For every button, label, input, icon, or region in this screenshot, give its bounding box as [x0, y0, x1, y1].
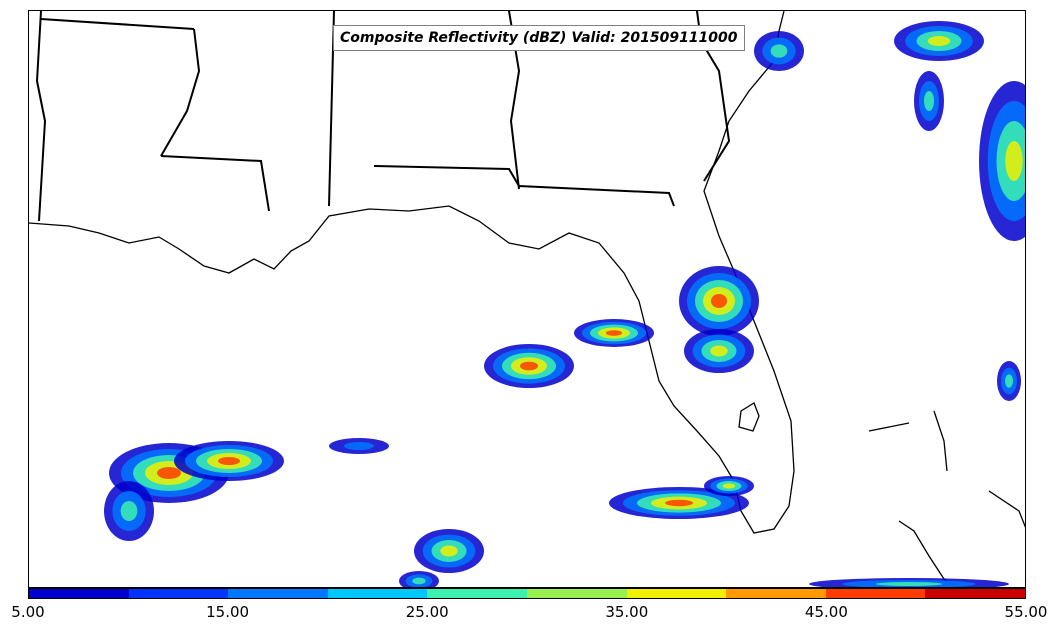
bahamas-coast	[868, 410, 948, 472]
echo-cell	[711, 294, 727, 308]
echo-cell	[1005, 141, 1023, 181]
lake-okeechobee	[738, 402, 760, 432]
colorbar-segment	[327, 589, 428, 598]
border-ms-river	[160, 28, 201, 157]
echo-cell	[440, 545, 458, 557]
reflectivity-map	[29, 11, 1025, 587]
cuba-coast	[898, 490, 1025, 587]
colorbar-segment	[726, 589, 826, 598]
border-la-west	[35, 11, 47, 222]
colorbar-tick-label: 5.00	[11, 603, 45, 621]
echo-cell	[344, 442, 374, 450]
echo-cell	[120, 501, 138, 521]
colorbar-segment	[228, 589, 328, 598]
echo-cell	[218, 457, 240, 465]
colorbar-tick-label: 15.00	[206, 603, 250, 621]
radar-echoes	[104, 21, 1025, 587]
echo-cell	[157, 467, 181, 479]
echo-cell	[927, 36, 951, 46]
echo-cell	[606, 330, 622, 336]
colorbar	[28, 588, 1026, 599]
echo-cell	[1005, 374, 1013, 388]
echo-cell	[520, 361, 538, 371]
colorbar-tick-label: 35.00	[605, 603, 649, 621]
map-panel: Composite Reflectivity (dBZ) Valid: 2015…	[28, 10, 1026, 588]
border-la-north	[40, 18, 195, 30]
echo-cell	[665, 499, 693, 507]
coastlines	[29, 11, 1025, 587]
colorbar-tick-label: 25.00	[405, 603, 449, 621]
echo-cell	[770, 44, 788, 58]
echo-cell	[710, 345, 728, 357]
colorbar-segment	[29, 589, 129, 598]
map-title: Composite Reflectivity (dBZ) Valid: 2015…	[333, 25, 745, 51]
echo-cell	[412, 577, 426, 585]
gulf-coastline	[29, 11, 795, 534]
colorbar-segment	[626, 589, 727, 598]
echo-cell	[722, 483, 736, 489]
colorbar-segment	[925, 589, 1025, 598]
colorbar-segment	[825, 589, 926, 598]
colorbar-segment	[427, 589, 527, 598]
border-ms-al	[160, 155, 270, 212]
colorbar-segment	[128, 589, 229, 598]
border-al-fl	[373, 165, 675, 207]
echo-cell	[924, 91, 934, 111]
colorbar-tick-label: 55.00	[1004, 603, 1048, 621]
colorbar-segment	[526, 589, 627, 598]
echo-cell	[875, 582, 943, 586]
colorbar-tick-label: 45.00	[804, 603, 848, 621]
